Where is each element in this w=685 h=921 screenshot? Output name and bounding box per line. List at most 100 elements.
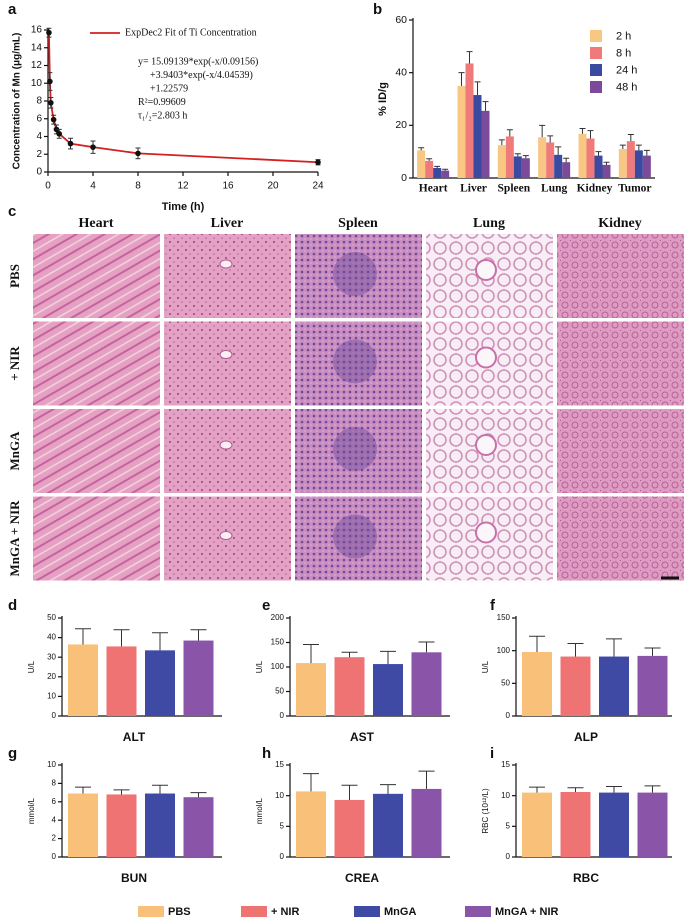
x-tick-label: Kidney	[577, 183, 613, 195]
y-tick-label: 5	[506, 821, 511, 830]
data-point	[50, 116, 57, 123]
histology-image	[295, 234, 422, 318]
histology-image	[164, 409, 291, 493]
legend-label: 48 h	[616, 81, 637, 93]
error-bar	[380, 784, 396, 794]
y-tick-label: 200	[271, 613, 285, 622]
bar	[602, 164, 611, 178]
x-tick-label: 4	[90, 181, 96, 192]
error-bar	[567, 787, 584, 792]
vessel	[219, 440, 233, 450]
annotation: +3.9403*exp(-x/4.04539)	[150, 70, 253, 81]
error-bar	[113, 629, 130, 647]
x-tick-label: Spleen	[498, 183, 531, 195]
error-bar	[152, 632, 168, 651]
panel-letter: d	[8, 597, 17, 614]
y-tick-label: 5	[280, 821, 285, 830]
legend-swatch	[354, 906, 380, 917]
error-bar	[303, 773, 319, 792]
error-bar	[152, 784, 168, 794]
data-point	[56, 131, 63, 137]
error-bar	[555, 146, 562, 155]
bar	[296, 663, 326, 716]
bar	[373, 664, 403, 716]
x-tick-label: 0	[45, 181, 51, 192]
y-tick-label: 100	[271, 662, 285, 671]
y-tick-label: 10	[47, 692, 56, 701]
error-bar	[529, 786, 545, 793]
bar	[637, 792, 668, 857]
column-label: Spleen	[338, 216, 378, 231]
y-tick-label: 50	[275, 687, 284, 696]
x-axis-label: RBC	[573, 871, 599, 885]
x-tick-label: Lung	[541, 183, 567, 195]
bar	[642, 155, 651, 178]
legend-label: ExpDec2 Fit of Ti Concentration	[125, 27, 257, 38]
data-point	[67, 140, 74, 147]
x-tick-label: Heart	[419, 183, 448, 195]
y-tick-label: 0	[52, 711, 57, 720]
y-tick-label: 50	[501, 678, 510, 687]
y-tick-label: 0	[506, 711, 511, 720]
legend-label: PBS	[168, 906, 191, 918]
bar	[522, 792, 552, 857]
y-axis-label: % ID/g	[377, 82, 389, 116]
vessel	[219, 259, 233, 269]
y-tick-label: 40	[395, 66, 407, 78]
data-point	[46, 29, 52, 36]
bar	[145, 793, 175, 857]
bar	[473, 95, 482, 178]
legend-swatch	[590, 81, 602, 93]
error-bar	[482, 101, 489, 111]
error-bar	[567, 642, 584, 657]
column-label: Kidney	[598, 216, 642, 231]
error-bar	[434, 165, 441, 168]
bar	[497, 145, 506, 178]
legend-label: 8 h	[616, 47, 631, 59]
y-axis-label: mmol/L	[255, 797, 264, 824]
y-tick-label: 8	[36, 96, 42, 107]
row-label: + NIR	[7, 346, 22, 381]
legend-label: MnGA	[384, 906, 416, 918]
data-point	[47, 78, 53, 85]
bar	[637, 655, 668, 716]
bar	[554, 154, 563, 178]
bar	[599, 792, 629, 857]
x-axis-label: BUN	[121, 871, 147, 885]
error-bar	[522, 155, 529, 159]
y-tick-label: 4	[36, 131, 42, 142]
histology-image	[295, 409, 422, 493]
error-bar	[190, 629, 207, 641]
error-bar	[595, 151, 602, 156]
bar	[626, 141, 635, 178]
follicle	[333, 514, 377, 559]
error-bar	[418, 147, 425, 151]
y-tick-label: 0	[52, 852, 57, 861]
error-bar	[190, 792, 207, 798]
error-bar	[380, 650, 396, 665]
error-bar	[643, 149, 650, 156]
y-tick-label: 14	[31, 42, 43, 53]
y-tick-label: 0	[280, 852, 285, 861]
panel-letter: b	[373, 1, 382, 18]
airway	[475, 434, 497, 456]
y-tick-label: 150	[271, 638, 285, 647]
annotation: y= 15.09139*exp(-x/0.09156)	[138, 56, 258, 67]
row-label: MnGA + NIR	[7, 500, 22, 577]
bar	[106, 794, 137, 857]
histology-image	[557, 409, 684, 493]
y-tick-label: 0	[280, 711, 285, 720]
airway	[475, 521, 497, 544]
y-tick-label: 10	[275, 791, 284, 800]
y-tick-label: 0	[506, 852, 511, 861]
x-axis-label: ALP	[574, 730, 598, 744]
x-axis-label: AST	[350, 730, 375, 744]
bar	[505, 136, 514, 178]
error-bar	[547, 135, 554, 143]
data-point	[90, 144, 96, 150]
legend-label: 2 h	[616, 30, 631, 42]
data-point	[53, 126, 60, 133]
error-bar	[418, 770, 435, 789]
follicle	[333, 339, 377, 384]
y-axis-label: RBC (10¹²/L)	[481, 788, 490, 834]
